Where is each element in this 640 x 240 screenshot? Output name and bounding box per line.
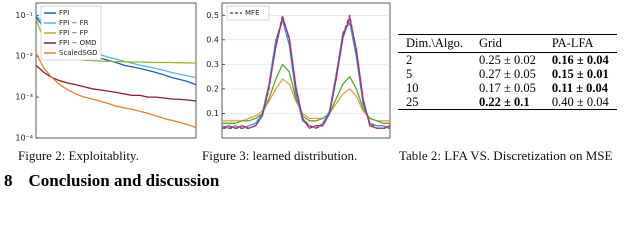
y-tick-label: 0.2 (206, 84, 219, 93)
series-line (35, 52, 197, 129)
y-tick-label: 0.4 (206, 35, 219, 44)
series-line (222, 78, 390, 122)
series-line (35, 64, 197, 102)
table-row: 25 0.22 ± 0.1 0.40 ± 0.04 (398, 95, 617, 110)
table-row: 5 0.27 ± 0.05 0.15 ± 0.01 (398, 67, 617, 81)
cell: 0.22 ± 0.1 (470, 95, 544, 110)
header-cell: Dim.\Algo. (398, 34, 471, 53)
header-cell: Grid (470, 34, 544, 53)
cell: 0.25 ± 0.02 (478, 53, 536, 67)
table-header: Dim.\Algo. Grid PA-LFA (398, 34, 617, 53)
y-tick-label: 0.5 (206, 11, 219, 20)
series-line (222, 63, 390, 124)
page: {"chart_data": [ {"type": "line", "capti… (4, 2, 617, 191)
y-tick-label: 0.1 (206, 109, 219, 118)
legend-label: FPI − OMD (59, 39, 97, 47)
table-caption: Table 2: LFA VS. Discretization on MSE (399, 148, 613, 163)
distribution-chart: 0.1 0.2 0.3 0.4 0.5 MFE (206, 2, 391, 139)
cell: 0.11 ± 0.04 (551, 81, 608, 95)
legend-label: MFE (245, 9, 260, 17)
results-table: Dim.\Algo. Grid PA-LFA 2 0.25 ± 0.02 0.1… (398, 34, 617, 110)
y-tick-label: 10⁻³ (15, 93, 33, 102)
table-row: 2 0.25 ± 0.02 0.16 ± 0.04 (398, 53, 617, 68)
cell: 0.17 ± 0.05 (478, 81, 536, 95)
legend-label: FPI − FR (59, 19, 89, 27)
cell: 10 (406, 81, 419, 95)
figure-caption: Figure 2: Exploitablity. (18, 148, 139, 163)
legend-label: ScaledSGD (59, 49, 98, 57)
cell: 25 (398, 95, 471, 110)
legend-label: FPI − FP (59, 29, 88, 37)
header-cell: PA-LFA (543, 34, 617, 53)
cell: 5 (406, 67, 413, 81)
exploitability-chart: 10⁻¹ 10⁻² 10⁻³ 10⁻⁴ FPI FPI − FR FPI − FP FPI −… (15, 2, 197, 143)
table-row: 10 0.17 ± 0.05 0.11 ± 0.04 (398, 81, 617, 95)
cell: 0.15 ± 0.01 (551, 67, 609, 81)
cell: 2 (406, 53, 413, 67)
legend-box (226, 5, 270, 21)
section-heading: 8 Conclusion and discussion (4, 171, 219, 191)
y-tick-label: 10⁻¹ (15, 11, 33, 20)
cell: 0.40 ± 0.04 (543, 95, 617, 110)
figure-caption: Figure 3: learned distribution. (202, 148, 358, 163)
series-line (222, 14, 390, 129)
y-tick-label: 10⁻² (15, 52, 33, 61)
cell: 0.27 ± 0.05 (478, 67, 536, 81)
cell: 0.16 ± 0.04 (551, 53, 609, 67)
y-tick-label: 0.3 (206, 60, 219, 69)
section-number: 8 (4, 171, 13, 190)
y-tick-label: 10⁻⁴ (15, 134, 33, 143)
section-title: Conclusion and discussion (28, 171, 220, 190)
legend-label: FPI (59, 9, 69, 17)
